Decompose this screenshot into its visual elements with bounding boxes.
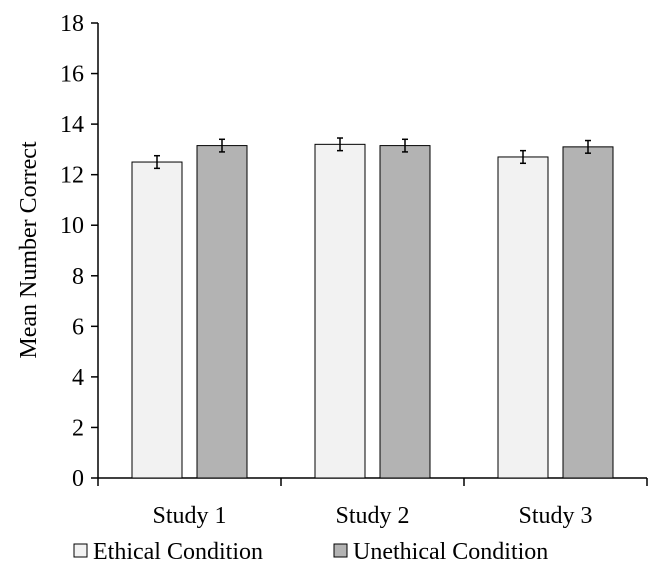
legend: Ethical Condition Unethical Condition — [73, 539, 548, 565]
legend-label: Unethical Condition — [353, 539, 548, 565]
y-tick-label: 16 — [60, 62, 84, 88]
x-category-label: Study 2 — [335, 503, 409, 529]
y-tick-label: 14 — [60, 112, 84, 138]
y-tick-label: 0 — [72, 466, 84, 492]
x-category-label: Study 1 — [152, 503, 226, 529]
legend-label: Ethical Condition — [93, 539, 263, 565]
y-axis: 0 2 4 6 8 10 12 14 16 18 — [60, 11, 99, 492]
bars — [131, 137, 614, 479]
y-tick-label: 6 — [72, 314, 84, 340]
y-axis-title: Mean Number Correct — [16, 141, 42, 359]
bar — [196, 145, 248, 479]
x-axis: Study 1 Study 2 Study 3 — [97, 477, 648, 529]
y-tick-label: 4 — [72, 365, 84, 391]
legend-swatch — [73, 543, 88, 558]
y-tick-label: 8 — [72, 264, 84, 290]
bar — [314, 143, 366, 479]
bar — [562, 146, 614, 479]
y-tick-label: 12 — [60, 163, 84, 189]
y-tick-label: 10 — [60, 213, 84, 239]
y-tick-label: 18 — [60, 11, 84, 37]
bar — [131, 161, 183, 479]
y-tick-label: 2 — [72, 415, 84, 441]
legend-swatch — [333, 543, 348, 558]
x-category-label: Study 3 — [518, 503, 592, 529]
bar — [497, 156, 549, 479]
bar — [379, 145, 431, 479]
